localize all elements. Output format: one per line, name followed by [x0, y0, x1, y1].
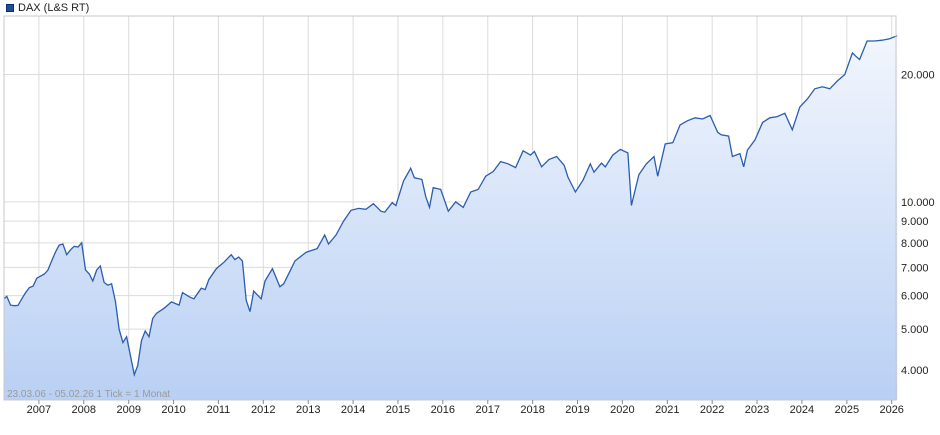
x-tick-label: 2013: [296, 404, 320, 416]
x-tick-label: 2022: [700, 404, 724, 416]
x-tick-label: 2009: [116, 404, 140, 416]
chart-legend: DAX (L&S RT): [6, 1, 89, 15]
x-tick-label: 2019: [565, 404, 589, 416]
x-tick-label: 2008: [72, 404, 96, 416]
x-tick-label: 2012: [251, 404, 275, 416]
x-tick-label: 2011: [207, 404, 231, 416]
legend-swatch: [6, 4, 14, 12]
y-tick-label: 6.000: [901, 291, 929, 303]
plot-frame: [3, 15, 897, 401]
x-tick-label: 2018: [520, 404, 544, 416]
x-tick-label: 2024: [790, 404, 814, 416]
x-tick-label: 2015: [386, 404, 410, 416]
x-tick-label: 2014: [341, 404, 365, 416]
y-tick-label: 5.000: [901, 324, 929, 336]
x-tick-label: 2023: [745, 404, 769, 416]
x-tick-label: 2010: [161, 404, 185, 416]
x-tick-label: 2021: [655, 404, 679, 416]
y-tick-label: 20.000: [901, 69, 935, 81]
series-line: [3, 35, 898, 378]
x-tick-label: 2016: [431, 404, 455, 416]
y-tick-label: 4.000: [901, 365, 929, 377]
chart-footnote: 23.03.06 - 05.02.26 1 Tick = 1 Monat: [7, 389, 170, 400]
x-tick-label: 2025: [835, 404, 859, 416]
y-axis: 4.000 5.000 6.000 7.000 8.000 9.000 10.000 20.0…: [901, 69, 935, 377]
y-tick-label: 7.000: [901, 262, 929, 274]
y-tick-label: 8.000: [901, 238, 929, 250]
y-tick-label: 10.000: [901, 197, 935, 209]
x-tick-label: 2007: [27, 404, 51, 416]
x-tick-label: 2017: [476, 404, 500, 416]
x-tick-label: 2026: [879, 404, 903, 416]
series-area: [4, 35, 898, 400]
x-axis: 2007 2008 2009 2010 2011 2012 2013 2014 2015 2016…: [27, 400, 904, 416]
y-tick-label: 9.000: [901, 216, 929, 228]
legend-label: DAX (L&S RT): [18, 2, 90, 14]
x-tick-label: 2020: [610, 404, 634, 416]
